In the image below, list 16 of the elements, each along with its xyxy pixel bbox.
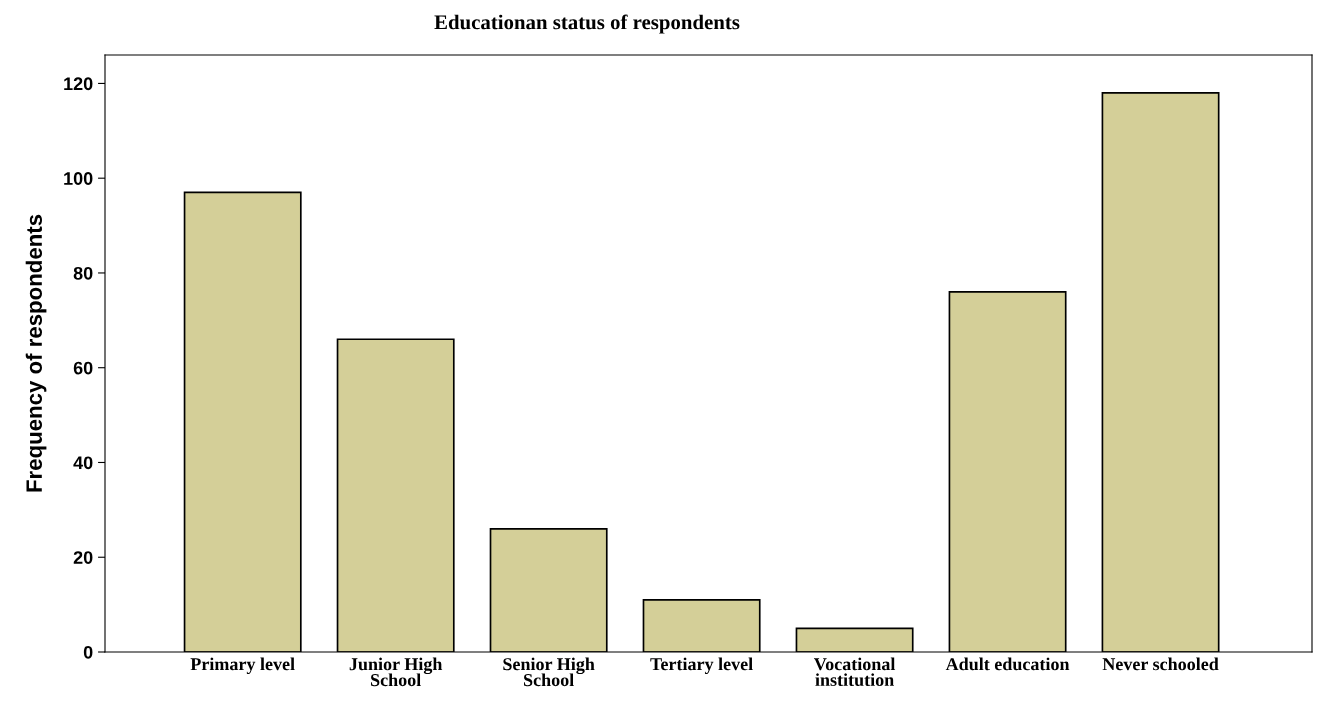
y-tick-label: 80	[73, 266, 93, 280]
x-tick-label: Junior High School	[349, 657, 443, 687]
x-tick-label: Adult education	[945, 657, 1070, 671]
y-tick-label: 20	[73, 551, 93, 564]
x-tick-label: Never schooled	[1102, 657, 1219, 671]
y-tick-label: 40	[73, 456, 93, 470]
y-axis-title: Frequency of respondents	[25, 214, 47, 492]
x-tick-label: Primary level	[190, 657, 295, 674]
x-tick-label: Vocational institution	[814, 657, 896, 687]
y-tick-label: 0	[83, 645, 93, 659]
x-tick-label: Tertiary level	[650, 657, 753, 674]
chart-title: Educationan status of respondents	[434, 14, 740, 34]
y-tick-label: 100	[64, 172, 93, 185]
y-tick-label: 60	[73, 361, 93, 375]
y-tick-label: 120	[64, 77, 93, 91]
x-tick-label: Senior High School	[503, 657, 595, 687]
